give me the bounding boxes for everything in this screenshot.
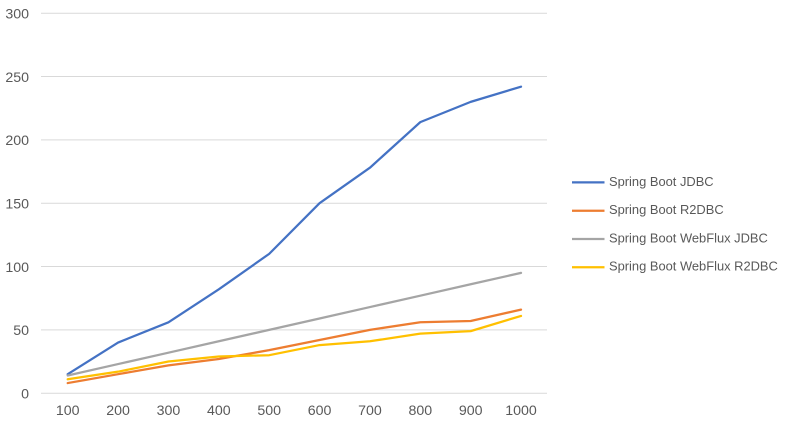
svg-text:Spring Boot WebFlux JDBC: Spring Boot WebFlux JDBC bbox=[609, 230, 768, 245]
svg-text:300: 300 bbox=[157, 403, 181, 419]
svg-text:500: 500 bbox=[257, 403, 281, 419]
svg-text:Spring Boot WebFlux R2DBC: Spring Boot WebFlux R2DBC bbox=[609, 259, 778, 274]
svg-text:Spring Boot R2DBC: Spring Boot R2DBC bbox=[609, 202, 724, 217]
svg-text:0: 0 bbox=[21, 386, 29, 402]
svg-text:300: 300 bbox=[5, 6, 29, 22]
svg-text:250: 250 bbox=[5, 70, 29, 86]
svg-text:800: 800 bbox=[408, 403, 432, 419]
svg-text:600: 600 bbox=[308, 403, 332, 419]
svg-text:900: 900 bbox=[459, 403, 483, 419]
svg-text:100: 100 bbox=[5, 260, 29, 276]
svg-text:200: 200 bbox=[5, 133, 29, 149]
svg-text:Spring Boot JDBC: Spring Boot JDBC bbox=[609, 174, 714, 189]
svg-text:150: 150 bbox=[5, 196, 29, 212]
svg-text:1000: 1000 bbox=[505, 403, 537, 419]
svg-text:700: 700 bbox=[358, 403, 382, 419]
svg-text:200: 200 bbox=[106, 403, 130, 419]
svg-text:100: 100 bbox=[56, 403, 80, 419]
svg-text:400: 400 bbox=[207, 403, 231, 419]
svg-text:50: 50 bbox=[13, 323, 29, 339]
